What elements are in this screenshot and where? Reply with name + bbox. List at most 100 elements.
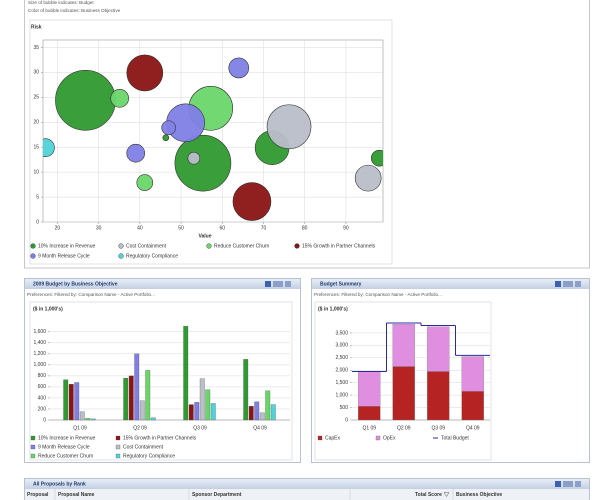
icon[interactable]	[563, 481, 573, 487]
bubble	[126, 54, 164, 92]
x-tick-label: 70	[261, 225, 267, 231]
legend-label: Regulatory Compliance	[123, 453, 175, 459]
column-header[interactable]: Proposal Name	[58, 492, 95, 498]
x-axis-label: Value	[198, 233, 211, 239]
bar	[90, 418, 96, 421]
x-tick-label: 40	[137, 225, 143, 231]
y-tick-label: 25	[33, 95, 39, 101]
bubble	[174, 134, 232, 192]
legend-swatch	[30, 243, 36, 249]
x-tick-label: 30	[96, 225, 102, 231]
panel-title: 2009 Budget by Business Objective	[33, 281, 118, 287]
bubble	[228, 57, 250, 79]
x-tick-label: 20	[55, 225, 61, 231]
y-tick-label: 1,000	[33, 362, 46, 368]
y-tick-label: 1,200	[33, 351, 46, 357]
y-tick-label: 0	[36, 219, 39, 225]
legend-swatch	[30, 253, 36, 259]
header-line: Size of bubble indicates: Budget	[28, 0, 94, 5]
legend-label: 10% Increase in Revenue	[38, 243, 95, 249]
column-header[interactable]: Business Objective	[456, 492, 502, 498]
y-tick-label: 1,500	[335, 380, 348, 386]
column-header[interactable]: Sponsor Department	[192, 492, 242, 498]
bar	[150, 417, 156, 421]
icon[interactable]	[285, 281, 291, 287]
legend-swatch	[115, 435, 121, 441]
bar-segment	[461, 391, 484, 421]
icon[interactable]	[575, 281, 581, 287]
legend-swatch	[30, 453, 36, 459]
panel-title: Budget Summary	[320, 281, 362, 287]
bubble	[162, 134, 170, 142]
y-tick-label: 3,000	[335, 343, 348, 349]
bar	[265, 390, 271, 421]
icon[interactable]	[555, 481, 561, 487]
x-tick-label: Q1 09	[73, 425, 87, 431]
bar-segment	[461, 356, 484, 392]
bubble	[354, 164, 382, 192]
bar	[85, 418, 91, 421]
header-line: Color of bubble indicates: Business Obje…	[28, 8, 121, 13]
bubble	[43, 138, 55, 158]
x-tick-label: Q4 09	[466, 425, 480, 431]
legend-label: Total Budget	[441, 435, 469, 441]
icon[interactable]	[265, 281, 271, 287]
legend-label: Reduce Customer Churn	[214, 243, 270, 249]
legend-label: 15% Growth in Partner Channels	[123, 435, 197, 441]
icon[interactable]	[563, 281, 573, 287]
y-tick-label: 1,600	[33, 329, 46, 335]
bar	[199, 378, 205, 421]
legend-swatch	[115, 453, 121, 459]
bubble	[55, 70, 116, 131]
unit-label: ($ in 1,000's)	[33, 306, 63, 312]
y-tick-label: 30	[33, 70, 39, 76]
x-tick-label: 60	[219, 225, 225, 231]
bar	[194, 402, 200, 421]
panel-header	[25, 279, 300, 289]
x-tick-label: Q3 09	[431, 425, 445, 431]
bubble	[266, 104, 312, 150]
legend-label: Cost Containment	[123, 444, 164, 450]
bar	[79, 411, 85, 421]
legend-label: 15% Growth in Partner Channels	[302, 243, 376, 249]
legend-swatch	[375, 435, 381, 441]
bar	[63, 379, 69, 421]
bar	[210, 403, 216, 421]
y-tick-label: 1,000	[335, 392, 348, 398]
icon[interactable]	[273, 281, 283, 287]
legend-label: 9 Month Release Cycle	[38, 444, 90, 450]
legend-swatch	[115, 444, 121, 450]
column-header[interactable]: Proposal	[27, 492, 49, 498]
bubbles	[43, 54, 383, 221]
x-tick-label: Q3 09	[193, 425, 207, 431]
bar	[188, 404, 194, 421]
bar-segment	[392, 324, 415, 367]
bar	[254, 401, 260, 421]
legend-swatch	[317, 435, 323, 441]
column-header[interactable]: Total Score	[415, 492, 442, 498]
panel-subtitle: Preferences: Filtered by: Comparison Nam…	[314, 292, 442, 297]
bar	[145, 370, 151, 421]
bar	[259, 412, 265, 421]
bar	[134, 353, 140, 421]
y-tick-label: 1,400	[33, 340, 46, 346]
x-tick-label: Q4 09	[253, 425, 267, 431]
bar	[183, 326, 189, 421]
y-tick-label: 3,500	[335, 330, 348, 336]
bar	[248, 406, 254, 421]
icon[interactable]	[555, 281, 561, 287]
y-tick-label: 500	[340, 405, 349, 411]
legend-label: Cost Containment	[126, 243, 167, 249]
sort-icon[interactable]	[443, 492, 450, 497]
icon[interactable]	[575, 481, 581, 487]
bar	[68, 384, 74, 421]
chart-box	[29, 301, 293, 461]
bar	[123, 377, 129, 421]
legend-swatch	[30, 435, 36, 441]
legend-swatch	[118, 243, 124, 249]
bubble	[187, 151, 201, 165]
y-tick-label: 0	[345, 417, 348, 423]
x-tick-label: 80	[302, 225, 308, 231]
x-tick-label: Q2 09	[133, 425, 147, 431]
